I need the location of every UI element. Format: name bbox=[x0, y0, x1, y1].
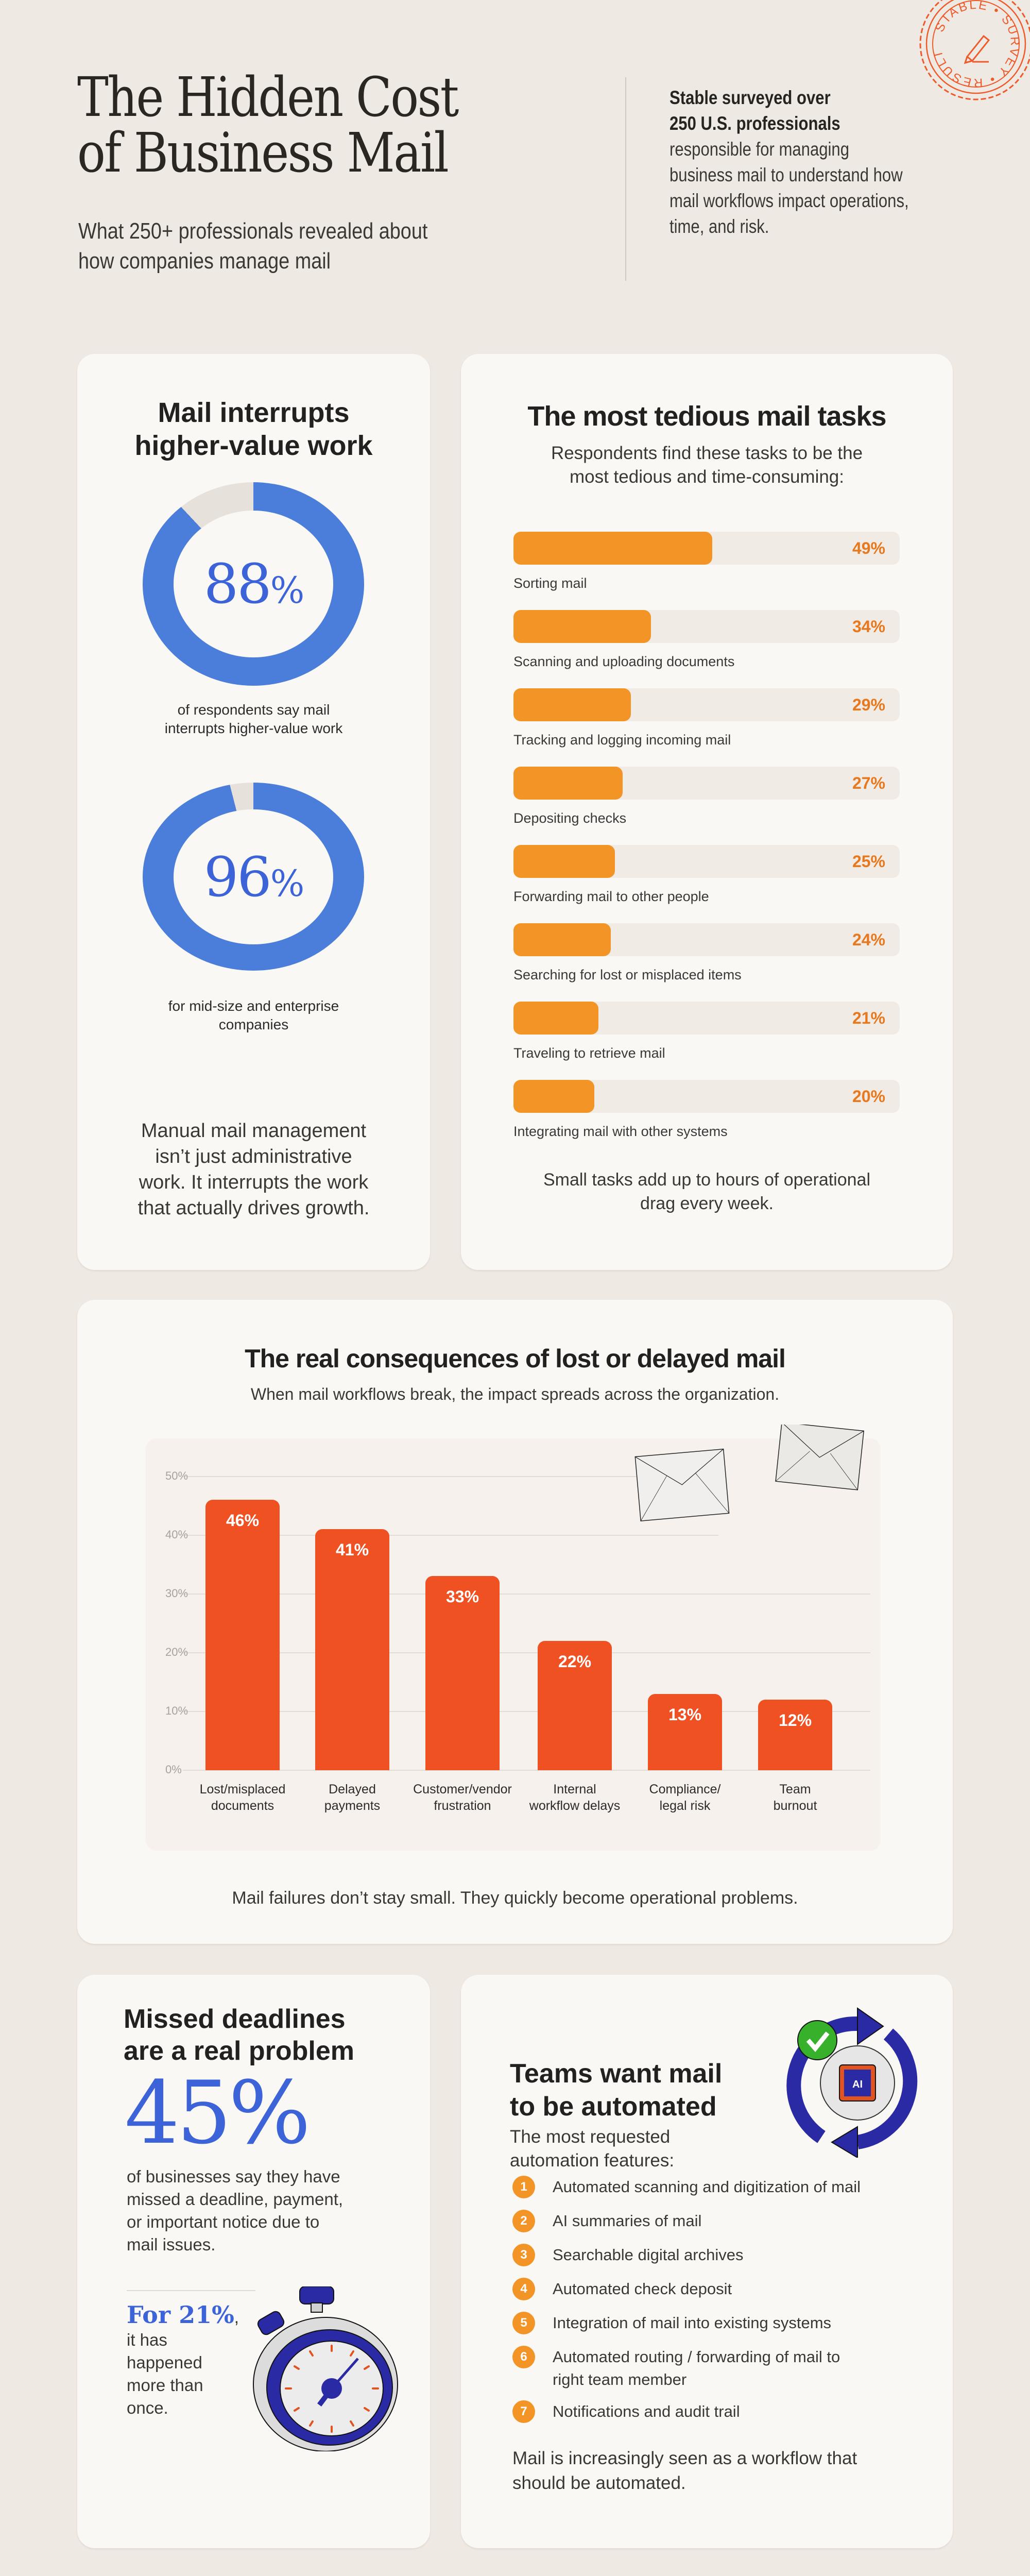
interrupts-card: Mail interrupts higher-value work 88% of… bbox=[77, 354, 430, 1270]
feature-number: 2 bbox=[512, 2210, 535, 2232]
gridline bbox=[183, 1711, 870, 1712]
feature-number: 3 bbox=[512, 2244, 535, 2266]
bar-team-burnout: 12% bbox=[758, 1700, 832, 1770]
deadlines-card: Missed deadlines are a real problem 45% … bbox=[77, 1975, 430, 2548]
card-title: Mail interrupts higher-value work bbox=[134, 397, 373, 461]
feature-item: Notifications and audit trail bbox=[553, 2402, 740, 2420]
y-tick: 20% bbox=[165, 1646, 188, 1658]
big-stat: 45% bbox=[125, 2062, 311, 2163]
bar-delayed-payments: 41% bbox=[315, 1529, 389, 1770]
x-label: Internal workflow delays bbox=[529, 1782, 621, 1813]
bar-lost-documents: 46% bbox=[205, 1500, 280, 1770]
y-tick: 40% bbox=[165, 1528, 188, 1541]
chart-subtitle: When mail workflows break, the impact sp… bbox=[250, 1385, 780, 1403]
feature-number: 6 bbox=[512, 2346, 535, 2368]
tedious-tasks-card: The most tedious mail tasks Respondents … bbox=[461, 354, 953, 1270]
stat-description: of businesses say they have missed a dea… bbox=[127, 2167, 344, 2254]
gridline bbox=[183, 1652, 870, 1653]
x-label: Team burnout bbox=[773, 1782, 817, 1813]
feature-number: 1 bbox=[512, 2176, 535, 2198]
x-label: Customer/vendor frustration bbox=[413, 1782, 512, 1813]
card-title: Missed deadlines are a real problem bbox=[124, 2004, 354, 2066]
stat-caption: for mid-size and enterprise companies bbox=[168, 998, 339, 1032]
feature-number: 4 bbox=[512, 2278, 535, 2300]
gridline bbox=[183, 1770, 870, 1771]
feature-item: Automated check deposit bbox=[553, 2280, 732, 2298]
x-label: Lost/misplaced documents bbox=[199, 1782, 286, 1813]
feature-item: Integration of mail into existing system… bbox=[553, 2314, 832, 2332]
x-label: Delayed payments bbox=[324, 1782, 381, 1813]
bar-compliance-risk: 13% bbox=[648, 1694, 722, 1770]
svg-text:AI: AI bbox=[852, 2079, 863, 2090]
sub-stat: For 21%, it has happened more than once. bbox=[127, 2301, 239, 2417]
card-title: The most tedious mail tasks bbox=[527, 401, 886, 432]
header-divider bbox=[625, 77, 626, 281]
stopwatch-icon bbox=[247, 2286, 402, 2452]
y-tick: 10% bbox=[165, 1704, 188, 1717]
y-tick: 50% bbox=[165, 1469, 188, 1482]
x-label: Compliance/legal risk bbox=[649, 1782, 721, 1813]
feature-number: 5 bbox=[512, 2312, 535, 2334]
y-tick: 30% bbox=[165, 1587, 188, 1600]
feature-item: AI summaries of mail bbox=[553, 2212, 702, 2230]
automation-card: Teams want mail to be automated The most… bbox=[461, 1975, 953, 2548]
bar-customer-frustration: 33% bbox=[425, 1576, 500, 1770]
card-title: Teams want mail to be automated bbox=[510, 2059, 723, 2122]
card-footer-note: Small tasks add up to hours of operation… bbox=[543, 1170, 871, 1213]
bar-chart-panel: 50% 40% 30% 20% 10% 0% 46% 41% 33% 22% 1… bbox=[146, 1438, 881, 1851]
card-subtitle: The most requested automation features: bbox=[510, 2127, 675, 2171]
feature-item: Automated routing / forwarding of mail t… bbox=[553, 2348, 840, 2388]
ai-automation-cycle-icon: AI bbox=[780, 2003, 930, 2159]
donut-chart-96: 96% bbox=[143, 783, 364, 971]
page-subtitle: What 250+ professionals revealed about h… bbox=[78, 218, 428, 274]
feature-number: 7 bbox=[512, 2400, 535, 2423]
donut-chart-88: 88% bbox=[143, 482, 364, 686]
bar-internal-delays: 22% bbox=[538, 1641, 612, 1770]
page-title: The Hidden Cost of Business Mail bbox=[77, 65, 459, 184]
survey-stamp-icon: STABLE • SURVEY • RESULTS • bbox=[906, 0, 1030, 108]
svg-text:STABLE • SURVEY • RESULTS •: STABLE • SURVEY • RESULTS • bbox=[912, 0, 1022, 90]
card-footer-note: Mail is increasingly seen as a workflow … bbox=[512, 2448, 857, 2493]
survey-intro: Stable surveyed over 250 U.S. profession… bbox=[670, 87, 909, 237]
gridline bbox=[183, 1594, 870, 1595]
gridline bbox=[183, 1535, 718, 1536]
stat-caption: of respondents say mail interrupts highe… bbox=[164, 702, 343, 736]
feature-item: Automated scanning and digitization of m… bbox=[553, 2178, 861, 2196]
stat-value: 88% bbox=[203, 552, 304, 616]
feature-list: 1 Automated scanning and digitization of… bbox=[512, 2176, 935, 2444]
card-subtitle: Respondents find these tasks to be the m… bbox=[551, 443, 863, 487]
envelopes-icon bbox=[633, 1421, 912, 1528]
chart-title: The real consequences of lost or delayed… bbox=[245, 1344, 786, 1373]
card-note: Manual mail management isn’t just admini… bbox=[138, 1120, 370, 1219]
chart-footer-note: Mail failures don’t stay small. They qui… bbox=[232, 1888, 798, 1908]
gridline bbox=[183, 1476, 718, 1477]
y-tick: 0% bbox=[165, 1763, 182, 1776]
divider bbox=[127, 2290, 255, 2291]
feature-item: Searchable digital archives bbox=[553, 2246, 744, 2264]
stat-value: 96% bbox=[203, 845, 304, 909]
